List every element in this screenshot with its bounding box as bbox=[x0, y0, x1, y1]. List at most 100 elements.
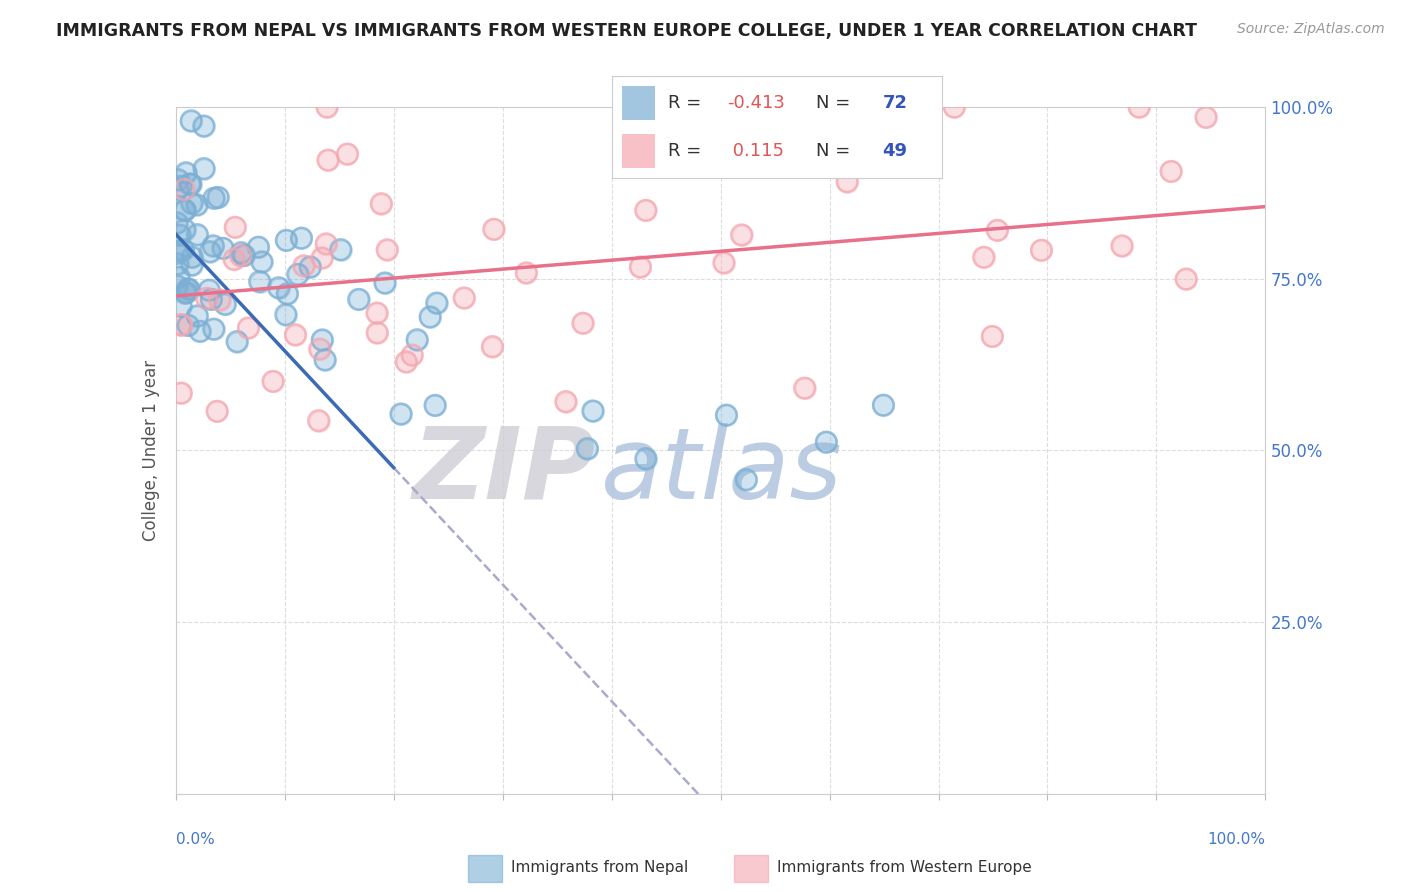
Point bbox=[224, 252, 246, 267]
Point bbox=[366, 326, 388, 340]
Point bbox=[176, 285, 198, 300]
Text: N =: N = bbox=[817, 142, 851, 161]
Point bbox=[1160, 164, 1182, 178]
Point bbox=[837, 175, 859, 189]
Point bbox=[735, 473, 758, 487]
Point bbox=[173, 202, 195, 217]
Point bbox=[1175, 272, 1198, 286]
Point bbox=[180, 258, 202, 272]
Point bbox=[238, 321, 260, 335]
Point bbox=[336, 147, 359, 161]
Text: R =: R = bbox=[668, 94, 702, 112]
Point bbox=[276, 233, 298, 247]
Point bbox=[186, 309, 208, 323]
Point bbox=[1175, 272, 1198, 286]
Point bbox=[226, 334, 249, 349]
Point bbox=[207, 190, 229, 204]
Point bbox=[177, 282, 200, 296]
Point bbox=[167, 172, 190, 186]
Point bbox=[274, 308, 297, 322]
Point bbox=[314, 352, 336, 367]
Point bbox=[634, 451, 657, 466]
Point bbox=[793, 381, 815, 395]
Point bbox=[198, 244, 221, 259]
Point bbox=[170, 386, 193, 401]
Bar bbox=[734, 855, 768, 881]
Point bbox=[195, 291, 218, 305]
Text: 0.115: 0.115 bbox=[727, 142, 785, 161]
Point bbox=[375, 243, 398, 257]
Point bbox=[634, 203, 657, 218]
Point bbox=[423, 399, 446, 413]
Point bbox=[329, 243, 352, 257]
Point bbox=[166, 216, 188, 230]
Text: -0.413: -0.413 bbox=[727, 94, 785, 112]
Point bbox=[202, 239, 225, 253]
Point bbox=[1111, 239, 1133, 253]
Point bbox=[284, 327, 307, 342]
Point bbox=[336, 147, 359, 161]
Point bbox=[170, 318, 193, 332]
Point bbox=[174, 203, 197, 218]
Point bbox=[406, 333, 429, 347]
Point bbox=[169, 244, 191, 258]
Point bbox=[207, 190, 229, 204]
Point bbox=[198, 283, 221, 297]
Point bbox=[572, 316, 595, 330]
Point bbox=[173, 182, 195, 196]
Point bbox=[634, 203, 657, 218]
Point bbox=[374, 276, 396, 290]
Point bbox=[314, 352, 336, 367]
Point bbox=[267, 281, 290, 295]
Point bbox=[299, 260, 322, 274]
Point bbox=[453, 291, 475, 305]
Point bbox=[181, 250, 204, 264]
Point bbox=[290, 231, 312, 245]
Point bbox=[188, 324, 211, 338]
Point bbox=[169, 228, 191, 243]
Point bbox=[166, 278, 188, 293]
Point bbox=[202, 322, 225, 336]
Bar bbox=[621, 135, 655, 168]
Point bbox=[1031, 244, 1053, 258]
Point bbox=[170, 179, 193, 194]
Point bbox=[423, 399, 446, 413]
Point bbox=[276, 233, 298, 247]
Point bbox=[267, 281, 290, 295]
Point bbox=[316, 100, 339, 114]
Point bbox=[174, 203, 197, 218]
Point bbox=[482, 222, 505, 236]
Text: 100.0%: 100.0% bbox=[1208, 831, 1265, 847]
Point bbox=[170, 318, 193, 332]
Point bbox=[315, 236, 337, 251]
Point bbox=[181, 250, 204, 264]
Point bbox=[481, 339, 503, 353]
Point bbox=[214, 297, 236, 311]
Point bbox=[186, 198, 208, 212]
Point bbox=[389, 407, 412, 421]
Point bbox=[981, 329, 1004, 343]
Point bbox=[276, 286, 298, 301]
Point bbox=[311, 251, 333, 265]
Point bbox=[308, 342, 330, 356]
Point bbox=[308, 414, 330, 428]
Point bbox=[173, 202, 195, 217]
Point bbox=[815, 435, 838, 450]
Point bbox=[292, 259, 315, 273]
Point bbox=[329, 243, 352, 257]
Point bbox=[170, 386, 193, 401]
Text: R =: R = bbox=[668, 142, 702, 161]
Point bbox=[200, 293, 222, 307]
Point bbox=[186, 309, 208, 323]
Point bbox=[177, 318, 200, 333]
Point bbox=[287, 268, 309, 282]
Point bbox=[315, 236, 337, 251]
Point bbox=[292, 259, 315, 273]
Bar bbox=[621, 87, 655, 120]
Point bbox=[180, 196, 202, 211]
Point bbox=[576, 442, 599, 456]
Point bbox=[208, 293, 231, 307]
Point bbox=[426, 296, 449, 310]
Point bbox=[406, 333, 429, 347]
Point bbox=[186, 227, 208, 242]
